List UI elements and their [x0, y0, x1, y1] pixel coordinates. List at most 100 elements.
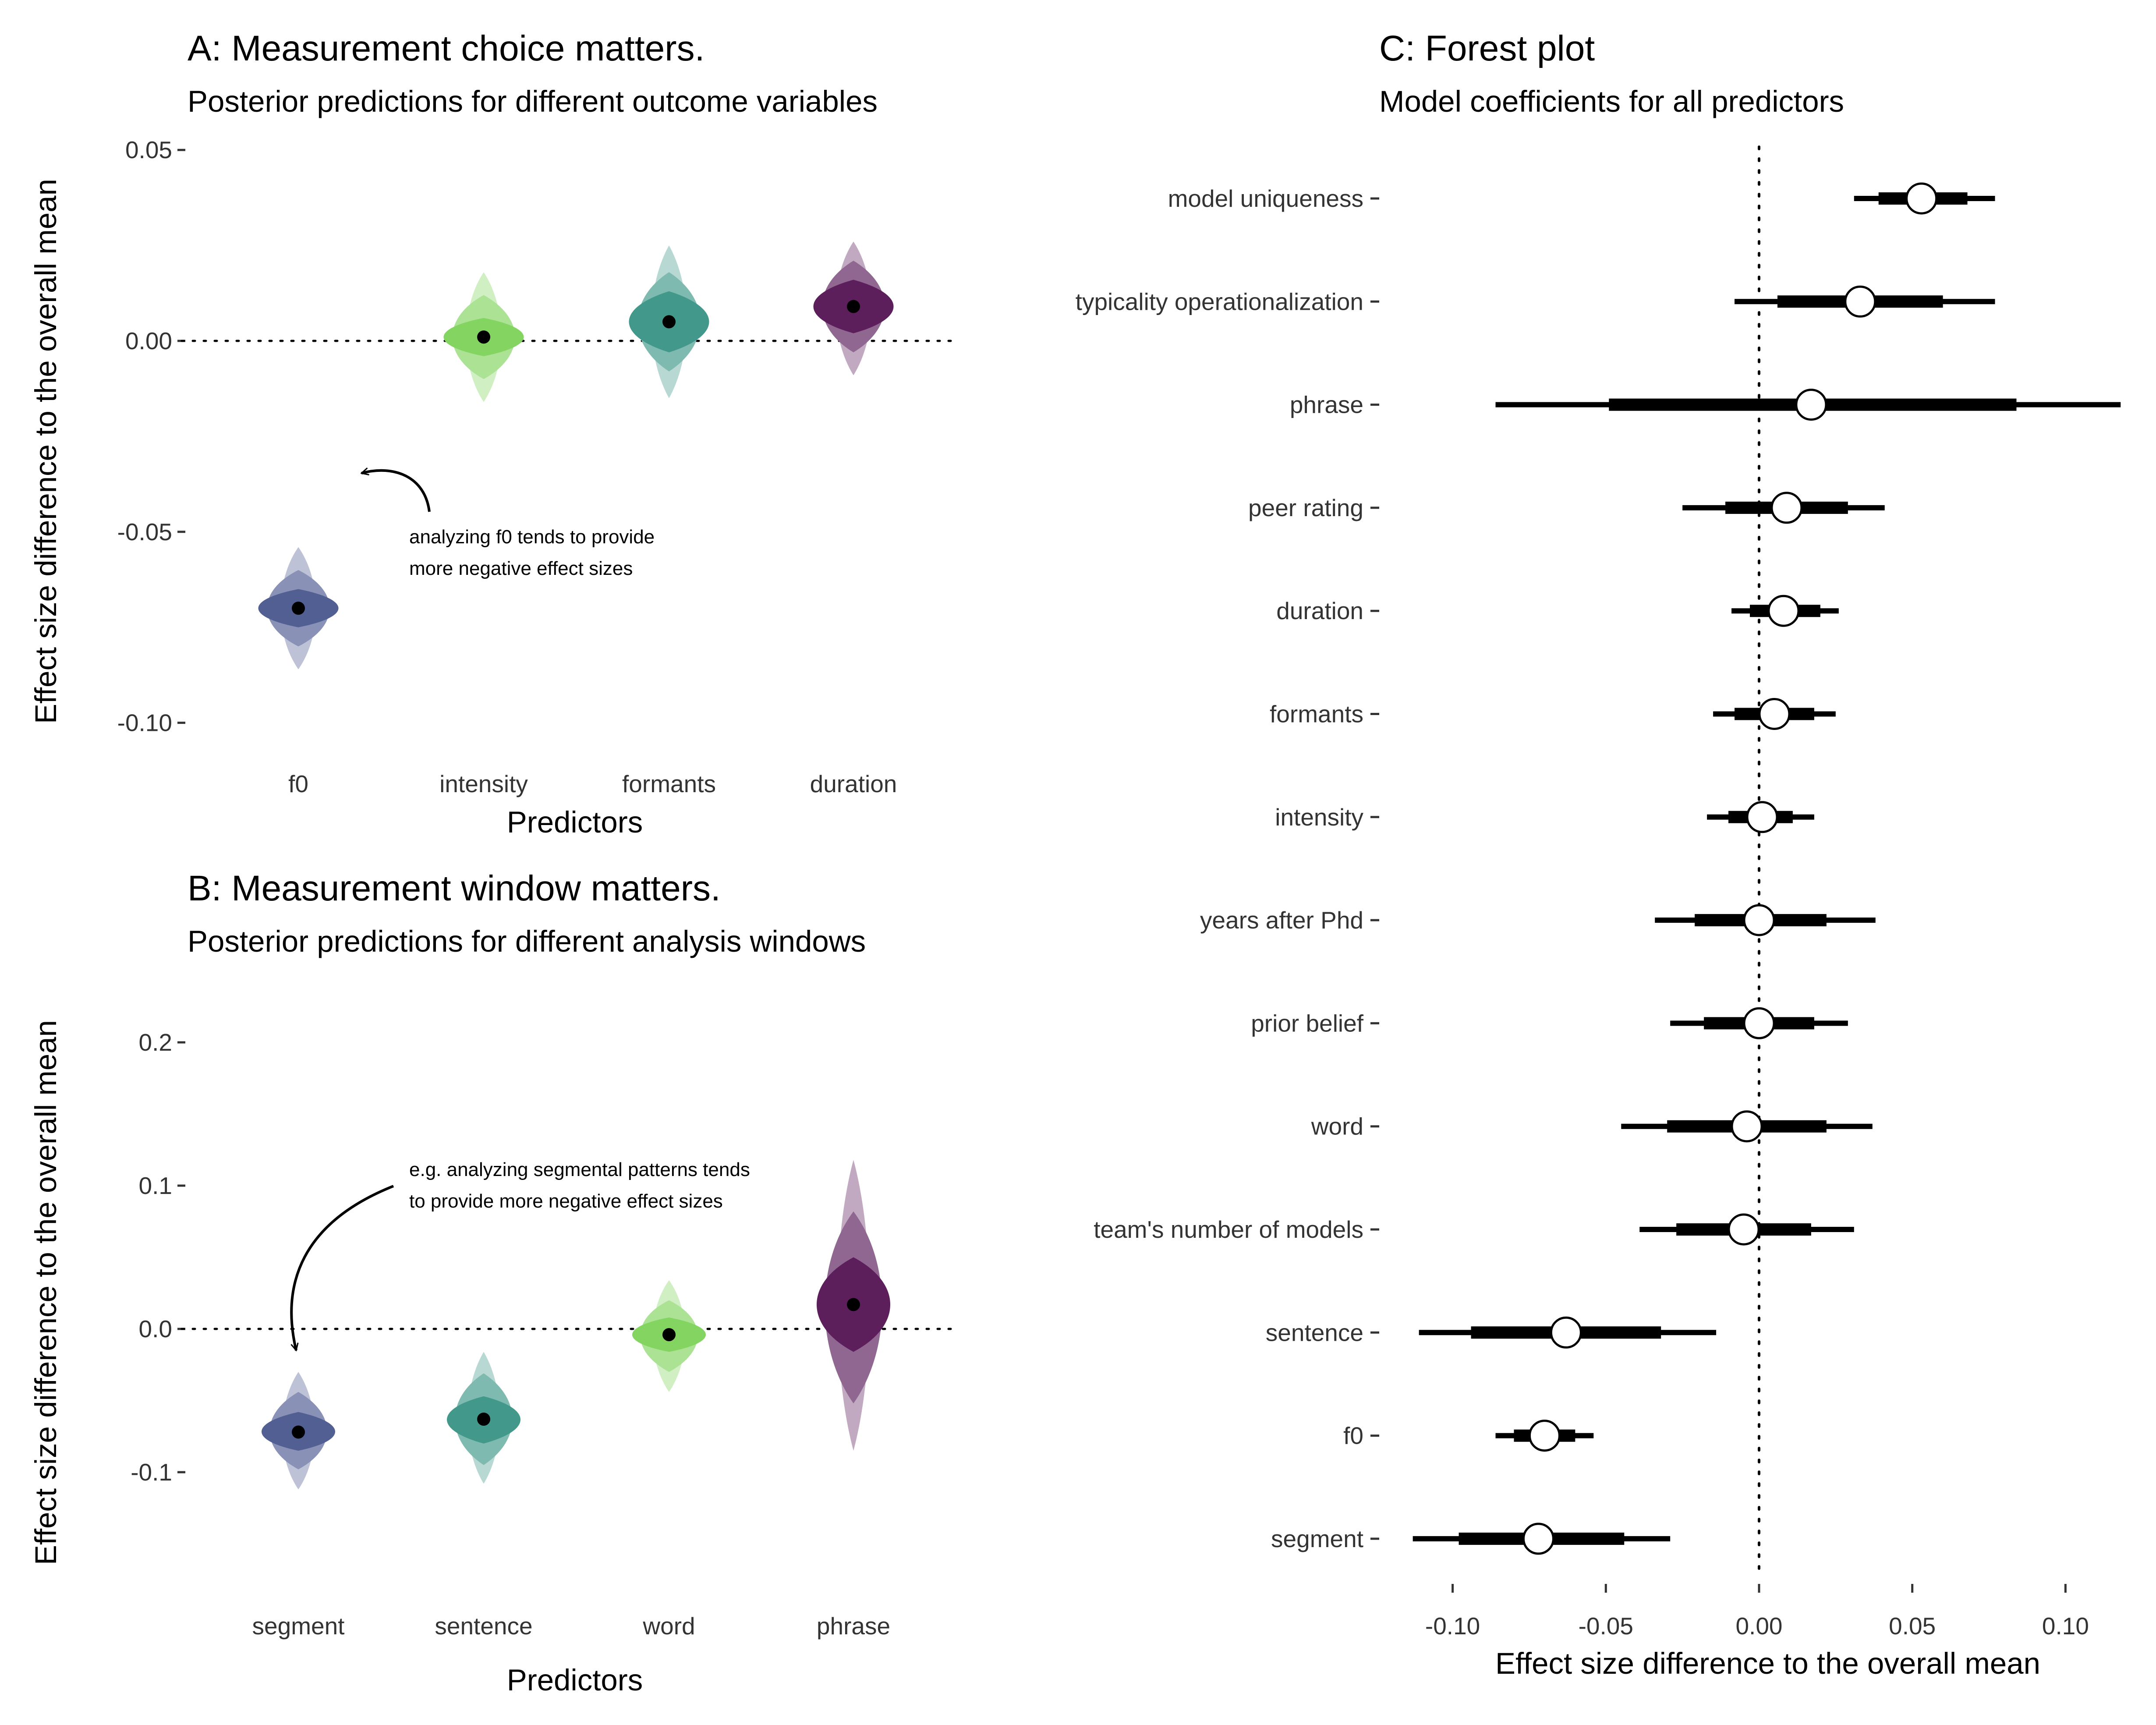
- panel-a-x-axis: f0 intensity formants duration: [288, 770, 897, 797]
- panel-c-interval-model-uniqueness: [1854, 182, 1995, 215]
- panel-a-violin-formants: [629, 245, 709, 398]
- panel-c-point-estimate: [1746, 801, 1778, 833]
- panel-c-y-tick-label: duration: [1276, 597, 1363, 624]
- panel-c-x-tick-label: -0.10: [1425, 1612, 1480, 1640]
- panel-c-point-estimate: [1550, 1316, 1582, 1349]
- panel-c-interval-phrase: [1495, 389, 2121, 421]
- panel-a-violin-mean-point: [662, 315, 676, 329]
- panel-c-y-tick-label: intensity: [1275, 804, 1363, 831]
- panel-b: B: Measurement window matters. Posterior…: [29, 868, 961, 1697]
- panel-c-interval-word: [1621, 1110, 1873, 1143]
- panel-c-point-estimate: [1767, 595, 1800, 627]
- panel-c-point-estimate: [1743, 904, 1775, 936]
- panel-b-y-tick-label: 0.0: [139, 1315, 172, 1342]
- panel-a-violins: [258, 241, 894, 669]
- panel-b-violin-mean-point: [477, 1413, 490, 1426]
- panel-c-y-tick-label: f0: [1343, 1422, 1363, 1449]
- panel-c-y-tick-label: formants: [1270, 701, 1363, 728]
- panel-b-x-tick-label: phrase: [817, 1612, 890, 1640]
- panel-b-x-tick-label: segment: [252, 1612, 345, 1640]
- panel-c-interval-formants: [1713, 698, 1836, 730]
- panel-c-y-tick-label: word: [1311, 1113, 1363, 1140]
- panel-c-y-tick-label: sentence: [1266, 1319, 1363, 1346]
- panel-b-violin-mean-point: [847, 1298, 860, 1311]
- panel-b-violin-sentence: [447, 1352, 520, 1484]
- panel-c-point-estimate: [1743, 1007, 1775, 1039]
- panel-a-violin-duration: [813, 241, 894, 375]
- panel-c-interval-sentence: [1419, 1316, 1717, 1349]
- panel-a-y-tick-label: -0.05: [117, 518, 172, 545]
- panel-b-violin-phrase: [817, 1160, 890, 1451]
- panel-b-title: B: Measurement window matters.: [188, 868, 721, 908]
- panel-c-intervals: [1413, 182, 2121, 1555]
- panel-b-y-tick-label: 0.2: [139, 1029, 172, 1056]
- panel-b-y-tick-label: -0.1: [131, 1459, 172, 1486]
- panel-c-y-tick-label: years after Phd: [1200, 907, 1363, 934]
- panel-a-violin-mean-point: [847, 300, 860, 313]
- panel-c-interval-f0: [1495, 1420, 1594, 1452]
- panel-a-y-axis: 0.05 0.00 -0.05 -0.10: [117, 136, 185, 737]
- panel-a-x-tick-label: intensity: [439, 770, 528, 797]
- panel-b-subtitle: Posterior predictions for different anal…: [188, 924, 866, 958]
- panel-c-y-tick-label: segment: [1271, 1525, 1363, 1552]
- panel-c-point-estimate: [1844, 285, 1876, 318]
- panel-b-y-axis-label: Effect size difference to the overall me…: [29, 1020, 63, 1565]
- panel-c-y-tick-label: typicality operationalization: [1076, 288, 1363, 315]
- panel-a-violin-f0: [258, 547, 339, 669]
- panel-c-point-estimate: [1770, 492, 1803, 524]
- panel-a-x-tick-label: f0: [288, 770, 308, 797]
- panel-b-violin-word: [632, 1280, 706, 1392]
- panel-a-annotation-line-2: more negative effect sizes: [409, 558, 633, 579]
- panel-c-point-estimate: [1728, 1213, 1760, 1246]
- panel-b-x-axis-label: Predictors: [507, 1663, 643, 1697]
- panel-a-subtitle: Posterior predictions for different outc…: [188, 85, 878, 118]
- panel-c-interval-years-after-phd: [1655, 904, 1876, 936]
- panel-b-violins: [262, 1160, 890, 1490]
- panel-a-title: A: Measurement choice matters.: [188, 28, 705, 68]
- panel-c-point-estimate: [1731, 1110, 1763, 1143]
- panel-c-point-estimate: [1528, 1420, 1561, 1452]
- panel-c-subtitle: Model coefficients for all predictors: [1379, 85, 1844, 118]
- panel-b-violin-segment: [262, 1372, 335, 1490]
- panel-a: A: Measurement choice matters. Posterior…: [29, 28, 961, 839]
- panel-a-x-tick-label: duration: [810, 770, 897, 797]
- panel-a-annotation-arrow: [361, 471, 431, 512]
- panel-c-interval-typicality-operationalization: [1735, 285, 1995, 318]
- panel-c-point-estimate: [1795, 389, 1827, 421]
- panel-a-annotation-line-1: analyzing f0 tends to provide: [409, 526, 655, 548]
- panel-b-y-tick-label: 0.1: [139, 1172, 172, 1199]
- panel-c-x-axis-label: Effect size difference to the overall me…: [1495, 1647, 2040, 1680]
- panel-b-violin-mean-point: [292, 1425, 305, 1439]
- panel-c-interval-prior-belief: [1670, 1007, 1848, 1039]
- panel-c-y-tick-label: prior belief: [1251, 1009, 1364, 1037]
- panel-c-y-axis: model uniqueness typicality operationaliz…: [1076, 185, 1379, 1552]
- panel-c-point-estimate: [1905, 182, 1938, 215]
- panel-a-violin-intensity: [443, 272, 524, 402]
- panel-c-y-tick-label: peer rating: [1248, 494, 1363, 521]
- panel-b-y-axis: 0.2 0.1 0.0 -0.1: [131, 1029, 185, 1486]
- panel-c: C: Forest plot Model coefficients for al…: [1076, 28, 2121, 1680]
- panel-a-y-tick-label: 0.00: [125, 327, 172, 354]
- panel-a-violin-mean-point: [477, 330, 490, 344]
- panel-c-interval-team-s-number-of-models: [1639, 1213, 1854, 1246]
- panel-b-x-tick-label: sentence: [435, 1612, 532, 1640]
- panel-c-point-estimate: [1522, 1523, 1554, 1555]
- panel-c-interval-segment: [1413, 1523, 1671, 1555]
- panel-c-y-tick-label: phrase: [1290, 391, 1363, 418]
- panel-c-title: C: Forest plot: [1379, 28, 1595, 68]
- panel-c-x-tick-label: 0.05: [1889, 1612, 1936, 1640]
- panel-c-x-axis: -0.10 -0.05 0.00 0.05 0.10: [1425, 1584, 2089, 1640]
- panel-a-y-axis-label: Effect size difference to the overall me…: [29, 179, 63, 724]
- panel-b-x-tick-label: word: [642, 1612, 695, 1640]
- panel-b-violin-mean-point: [662, 1328, 676, 1342]
- panel-c-interval-intensity: [1707, 801, 1814, 833]
- panel-b-annotation-arrow: [290, 1185, 394, 1350]
- panel-a-violin-mean-point: [292, 602, 305, 615]
- panel-b-x-axis: segment sentence word phrase: [252, 1612, 891, 1640]
- panel-c-y-tick-label: model uniqueness: [1168, 185, 1363, 212]
- panel-b-annotation-line-2: to provide more negative effect sizes: [409, 1190, 723, 1212]
- panel-c-x-tick-label: -0.05: [1579, 1612, 1633, 1640]
- panel-c-point-estimate: [1758, 698, 1791, 730]
- panel-c-x-tick-label: 0.10: [2042, 1612, 2089, 1640]
